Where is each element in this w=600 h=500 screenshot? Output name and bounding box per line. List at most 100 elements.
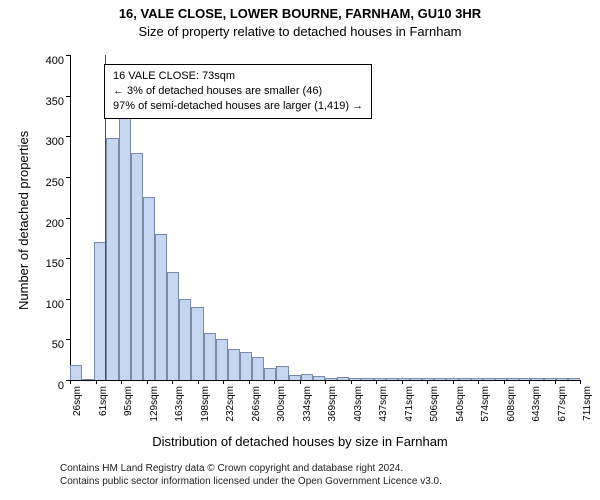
legend-line-3: 97% of semi-detached houses are larger (… [113, 99, 363, 114]
histogram-bar [143, 197, 155, 380]
histogram-bar [276, 366, 288, 380]
x-tick-label: 61sqm [98, 386, 109, 426]
x-tick-label: 369sqm [327, 386, 338, 426]
histogram-bar [337, 377, 349, 380]
histogram-bar [240, 352, 252, 380]
x-tick-mark [147, 380, 148, 384]
x-tick-label: 540sqm [455, 386, 466, 426]
x-tick-mark [453, 380, 454, 384]
histogram-bar [471, 378, 483, 380]
x-tick-mark [504, 380, 505, 384]
histogram-bar [106, 138, 118, 380]
histogram-bar [434, 378, 446, 380]
histogram-bar [398, 378, 410, 380]
y-tick-label: 150 [30, 258, 64, 270]
x-tick-mark [249, 380, 250, 384]
histogram-bar [531, 378, 543, 380]
x-tick-label: 506sqm [429, 386, 440, 426]
attribution-text: Contains HM Land Registry data © Crown c… [60, 462, 442, 488]
histogram-bar [301, 374, 313, 380]
chart-container: 16, VALE CLOSE, LOWER BOURNE, FARNHAM, G… [0, 0, 600, 500]
histogram-bar [179, 299, 191, 380]
x-tick-label: 643sqm [531, 386, 542, 426]
x-tick-label: 471sqm [404, 386, 415, 426]
legend-line-1: 16 VALE CLOSE: 73sqm [113, 69, 363, 84]
y-tick-mark [66, 218, 70, 219]
x-tick-mark [402, 380, 403, 384]
histogram-bar [119, 116, 131, 380]
y-tick-mark [66, 96, 70, 97]
x-tick-mark [555, 380, 556, 384]
histogram-bar [325, 378, 337, 380]
x-axis-label: Distribution of detached houses by size … [0, 434, 600, 449]
x-tick-label: 163sqm [174, 386, 185, 426]
attribution-line-1: Contains HM Land Registry data © Crown c… [60, 462, 442, 475]
y-tick-label: 100 [30, 299, 64, 311]
x-tick-label: 232sqm [225, 386, 236, 426]
x-tick-label: 403sqm [353, 386, 364, 426]
histogram-bar [191, 307, 203, 380]
histogram-bar [568, 378, 580, 380]
y-tick-label: 300 [30, 136, 64, 148]
histogram-bar [167, 272, 179, 380]
x-tick-label: 26sqm [72, 386, 83, 426]
x-tick-mark [427, 380, 428, 384]
histogram-bar [313, 376, 325, 380]
histogram-bar [252, 357, 264, 380]
histogram-bar [264, 368, 276, 380]
histogram-bar [507, 378, 519, 380]
y-tick-label: 200 [30, 218, 64, 230]
x-tick-mark [70, 380, 71, 384]
x-tick-mark [376, 380, 377, 384]
chart-title-sub: Size of property relative to detached ho… [0, 24, 600, 39]
x-tick-mark [351, 380, 352, 384]
y-tick-label: 250 [30, 177, 64, 189]
x-tick-mark [478, 380, 479, 384]
x-tick-label: 608sqm [506, 386, 517, 426]
x-tick-mark [223, 380, 224, 384]
y-tick-mark [66, 136, 70, 137]
histogram-bar [410, 378, 422, 380]
legend-line-2: ← 3% of detached houses are smaller (46) [113, 84, 363, 99]
histogram-bar [82, 379, 94, 380]
x-tick-mark [325, 380, 326, 384]
histogram-bar [556, 378, 568, 380]
y-tick-mark [66, 55, 70, 56]
legend-box: 16 VALE CLOSE: 73sqm ← 3% of detached ho… [104, 64, 372, 119]
x-tick-mark [121, 380, 122, 384]
x-tick-mark [274, 380, 275, 384]
x-tick-label: 574sqm [480, 386, 491, 426]
x-tick-label: 677sqm [557, 386, 568, 426]
x-tick-mark [580, 380, 581, 384]
histogram-bar [216, 339, 228, 380]
histogram-bar [204, 333, 216, 380]
y-tick-mark [66, 339, 70, 340]
y-tick-mark [66, 177, 70, 178]
x-tick-label: 711sqm [582, 386, 593, 426]
y-tick-label: 350 [30, 96, 64, 108]
y-tick-label: 0 [30, 380, 64, 392]
histogram-bar [495, 378, 507, 380]
histogram-bar [131, 153, 143, 381]
x-tick-mark [198, 380, 199, 384]
y-axis-label: Number of detached properties [16, 131, 31, 310]
histogram-bar [70, 365, 82, 380]
histogram-bar [483, 378, 495, 380]
x-tick-label: 95sqm [123, 386, 134, 426]
histogram-bar [422, 378, 434, 380]
y-tick-label: 50 [30, 339, 64, 351]
x-tick-mark [529, 380, 530, 384]
y-tick-mark [66, 258, 70, 259]
histogram-bar [228, 349, 240, 380]
y-tick-mark [66, 299, 70, 300]
x-tick-mark [300, 380, 301, 384]
x-tick-label: 300sqm [276, 386, 287, 426]
histogram-bar [361, 378, 373, 380]
x-tick-label: 266sqm [251, 386, 262, 426]
x-tick-mark [96, 380, 97, 384]
histogram-bar [459, 378, 471, 380]
attribution-line-2: Contains public sector information licen… [60, 475, 442, 488]
x-tick-label: 437sqm [378, 386, 389, 426]
chart-title-main: 16, VALE CLOSE, LOWER BOURNE, FARNHAM, G… [0, 6, 600, 21]
y-axis-line [70, 55, 71, 380]
